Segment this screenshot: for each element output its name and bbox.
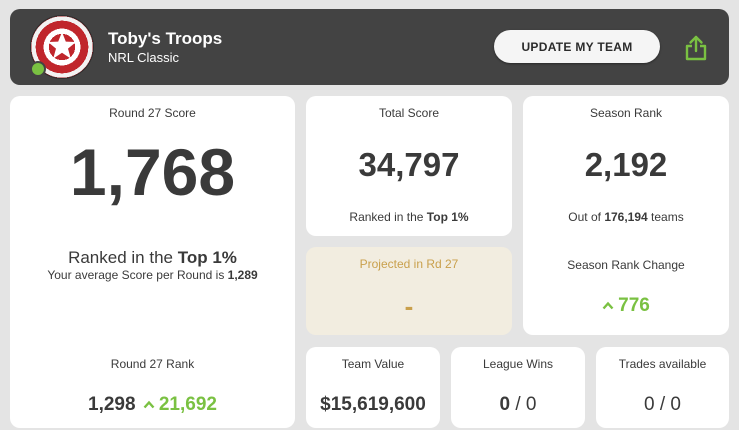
round-ranked-text: Ranked in the Top 1%: [10, 248, 295, 268]
team-header: Toby's Troops NRL Classic UPDATE MY TEAM: [10, 9, 729, 85]
round-ranked-top: Top 1%: [177, 248, 237, 267]
trades-card: Trades available 0 / 0: [596, 347, 729, 428]
league-wins-card: League Wins 0 / 0: [451, 347, 585, 428]
season-rank-change-row: 776: [523, 295, 729, 317]
league-wins-separator: /: [510, 394, 526, 415]
chevron-up-icon: [143, 401, 155, 409]
team-name: Toby's Troops: [108, 29, 223, 48]
projected-label: Projected in Rd 27: [359, 257, 459, 271]
total-ranked-top: Top 1%: [426, 210, 469, 224]
average-score-value: 1,289: [227, 268, 258, 282]
trades-label: Trades available: [618, 357, 707, 371]
round-score-card: Round 27 Score 1,768 Ranked in the Top 1…: [10, 96, 295, 428]
average-score-text: Your average Score per Round is 1,289: [10, 268, 295, 282]
total-ranked-text: Ranked in the Top 1%: [306, 210, 512, 224]
projected-value: -: [404, 291, 414, 321]
season-rank-card: Season Rank 2,192 Out of 176,194 teams S…: [523, 96, 729, 335]
team-value-label: Team Value: [341, 357, 405, 371]
round-rank-label: Round 27 Rank: [110, 357, 195, 371]
league-wins-value: 0: [499, 394, 511, 415]
online-status-indicator: [30, 61, 46, 77]
round-score-label: Round 27 Score: [109, 106, 196, 120]
update-team-button[interactable]: UPDATE MY TEAM: [494, 30, 660, 63]
round-ranked-prefix: Ranked in the: [68, 248, 178, 267]
round-rank-value: 1,298: [88, 394, 136, 415]
season-out-of-text: Out of 176,194 teams: [523, 210, 729, 224]
season-rank-label: Season Rank: [589, 106, 663, 120]
out-of-prefix: Out of: [568, 210, 605, 224]
star-icon: [48, 32, 76, 59]
round-rank-change: 21,692: [158, 394, 217, 415]
season-rank-change-value: 776: [618, 295, 650, 316]
out-of-value: 176,194: [604, 210, 648, 224]
team-value-value: $15,619,600: [320, 394, 426, 415]
share-icon[interactable]: [684, 35, 708, 61]
out-of-suffix: teams: [647, 210, 684, 224]
season-rank-change-label: Season Rank Change: [567, 258, 685, 272]
chevron-up-icon: [602, 302, 614, 310]
total-score-value: 34,797: [358, 146, 460, 183]
round-score-value: 1,768: [69, 135, 236, 209]
league-wins-label: League Wins: [482, 357, 554, 371]
team-value-card: Team Value $15,619,600: [306, 347, 440, 428]
season-rank-value: 2,192: [584, 146, 668, 183]
projected-card: Projected in Rd 27 -: [306, 247, 512, 335]
total-score-card: Total Score 34,797 Ranked in the Top 1%: [306, 96, 512, 236]
average-score-prefix: Your average Score per Round is: [47, 268, 228, 282]
league-wins-row: 0 / 0: [451, 394, 585, 416]
total-ranked-prefix: Ranked in the: [349, 210, 427, 224]
trades-value: 0 / 0: [644, 394, 681, 415]
round-rank-row: 1,298 21,692: [10, 394, 295, 416]
team-league: NRL Classic: [108, 50, 180, 65]
total-score-label: Total Score: [378, 106, 440, 120]
league-wins-total: 0: [525, 394, 537, 415]
